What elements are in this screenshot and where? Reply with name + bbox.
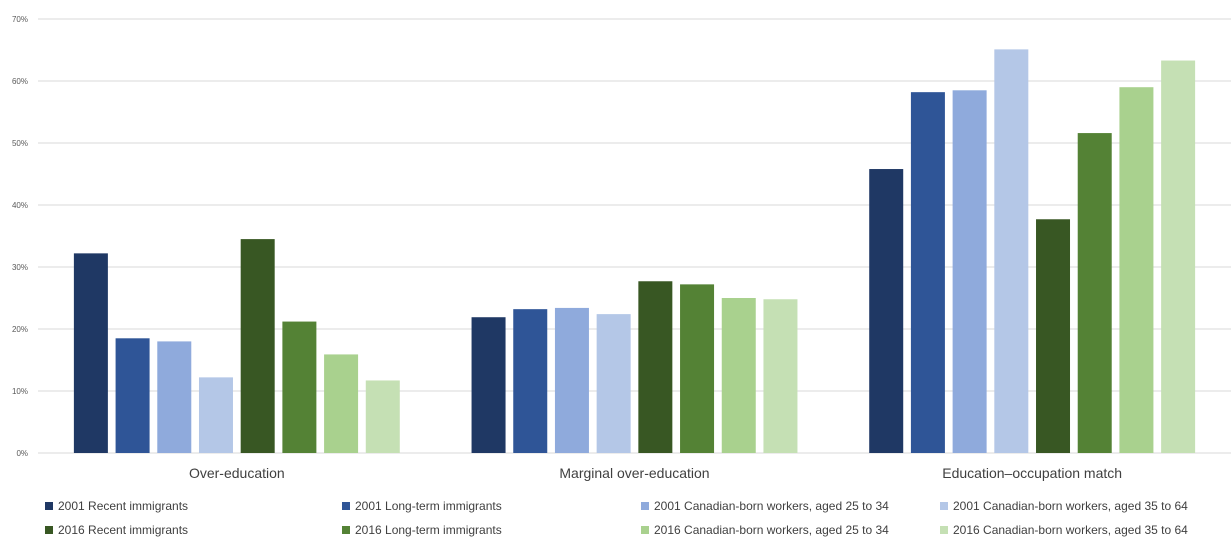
- category-label: Over-education: [189, 465, 285, 481]
- bar: [365, 380, 400, 453]
- legend-swatch: [641, 526, 649, 534]
- legend-label: 2001 Canadian-born workers, aged 35 to 6…: [953, 499, 1188, 513]
- legend-label: 2001 Recent immigrants: [58, 499, 188, 513]
- bar: [596, 314, 631, 453]
- bar: [554, 307, 589, 453]
- legend-swatch: [45, 526, 53, 534]
- bar: [1119, 87, 1154, 453]
- bar: [1036, 219, 1071, 453]
- bar: [1161, 60, 1196, 453]
- bar: [513, 309, 548, 453]
- bar: [910, 92, 945, 453]
- legend-label: 2016 Canadian-born workers, aged 25 to 3…: [654, 523, 889, 537]
- bars: [73, 49, 1196, 454]
- legend-label: 2016 Recent immigrants: [58, 523, 188, 537]
- category-label: Marginal over-education: [559, 465, 709, 481]
- y-axis-ticks: 0% 10% 20% 30% 40% 50% 60% 70%: [12, 15, 28, 458]
- bar: [763, 299, 798, 453]
- bar: [324, 354, 359, 453]
- bar: [1077, 133, 1112, 453]
- y-tick-label: 60%: [12, 77, 28, 86]
- y-tick-label: 70%: [12, 15, 28, 24]
- category-label: Education–occupation match: [942, 465, 1122, 481]
- bar: [471, 317, 506, 453]
- gridlines: [38, 18, 1231, 454]
- bar: [115, 338, 150, 453]
- category-labels: Over-education Marginal over-education Edu…: [189, 465, 1122, 481]
- legend-swatch: [342, 526, 350, 534]
- legend-label: 2001 Canadian-born workers, aged 25 to 3…: [654, 499, 889, 513]
- y-tick-label: 20%: [12, 325, 28, 334]
- legend-label: 2001 Long-term immigrants: [355, 499, 502, 513]
- bar: [721, 298, 756, 453]
- legend-swatch: [342, 502, 350, 510]
- bar: [282, 321, 317, 453]
- bar: [869, 169, 904, 454]
- bar: [680, 284, 715, 453]
- legend-swatch: [641, 502, 649, 510]
- legend-label: 2016 Long-term immigrants: [355, 523, 502, 537]
- y-tick-label: 30%: [12, 263, 28, 272]
- y-tick-label: 50%: [12, 139, 28, 148]
- bar: [73, 253, 108, 453]
- y-tick-label: 40%: [12, 201, 28, 210]
- y-tick-label: 0%: [16, 449, 28, 458]
- bar: [952, 90, 987, 454]
- y-tick-label: 10%: [12, 387, 28, 396]
- bar: [157, 341, 192, 453]
- legend-swatch: [940, 502, 948, 510]
- legend-swatch: [940, 526, 948, 534]
- bar: [994, 49, 1029, 453]
- legend-label: 2016 Canadian-born workers, aged 35 to 6…: [953, 523, 1188, 537]
- legend-swatch: [45, 502, 53, 510]
- bar: [638, 281, 673, 453]
- bar: [240, 239, 275, 453]
- bar: [198, 377, 233, 453]
- legend: 2001 Recent immigrants 2001 Long-term imm…: [45, 499, 1188, 537]
